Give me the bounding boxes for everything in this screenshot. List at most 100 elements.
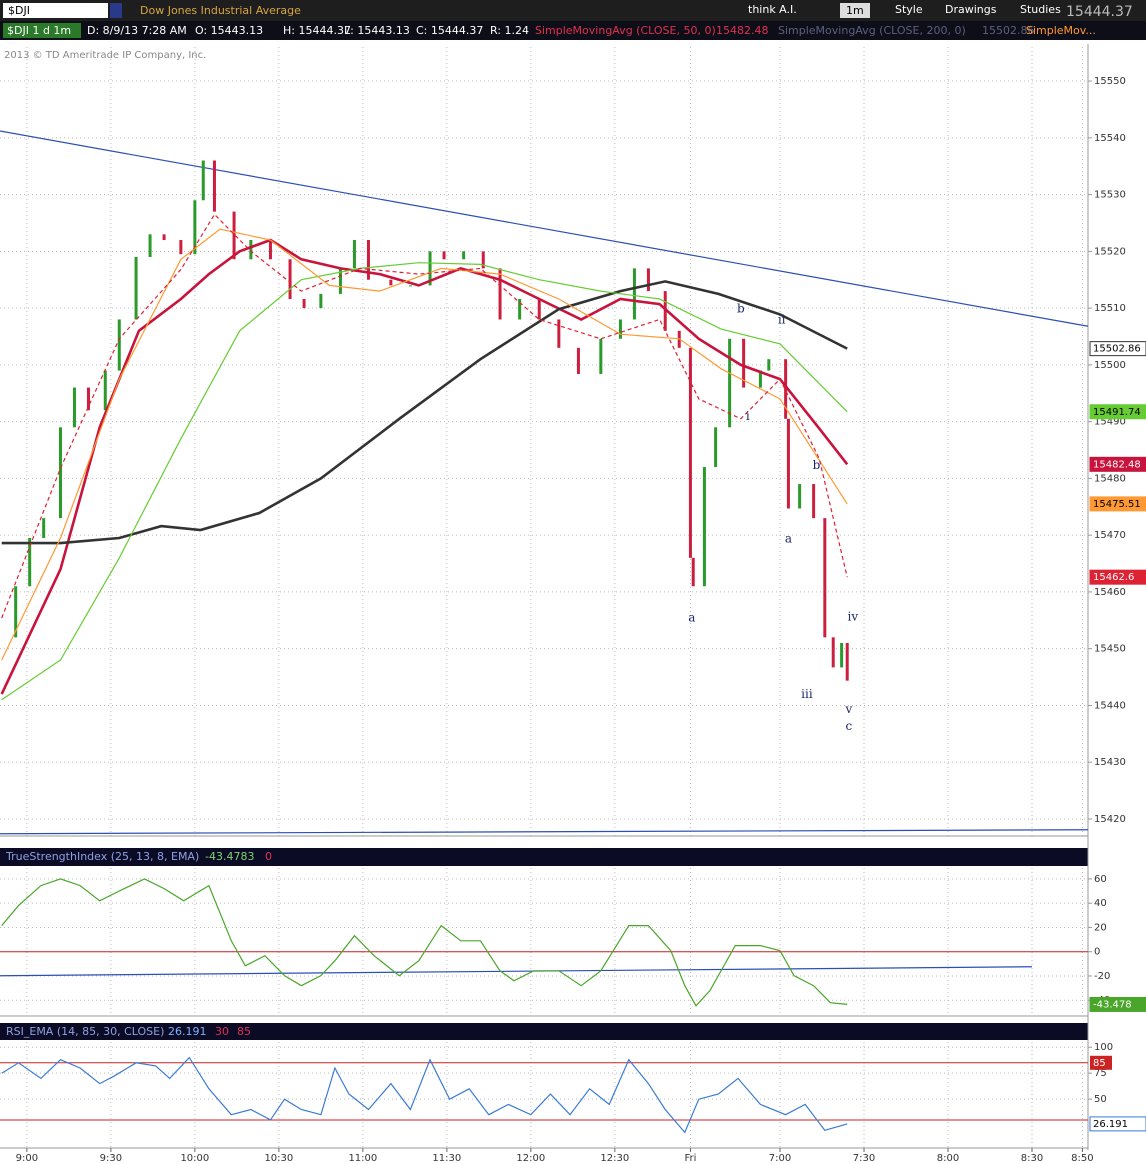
x-tick-label: 11:00 [348, 1153, 377, 1164]
x-tick-label: 7:30 [853, 1153, 875, 1164]
y-tick-label: 15540 [1094, 133, 1126, 144]
x-tick-label: 10:00 [180, 1153, 209, 1164]
symbol[interactable]: $DJI [8, 4, 30, 17]
price-bar [742, 338, 746, 388]
study-value: 15502.86 [982, 24, 1035, 37]
period[interactable]: 1m [846, 4, 864, 17]
info-low: L: 15443.13 [344, 24, 410, 37]
x-tick-label: 12:30 [600, 1153, 629, 1164]
price-bar [408, 285, 412, 287]
trend-line [0, 130, 1089, 327]
price-bar [14, 586, 18, 638]
series-line [0, 238, 849, 695]
study-value: 15482.48 [716, 24, 769, 37]
price-bar [462, 251, 466, 260]
value-tag [1089, 496, 1146, 512]
y-tick-label: 15550 [1094, 76, 1126, 87]
price-bar [632, 268, 636, 320]
price-bar [599, 338, 603, 374]
price-bar [784, 359, 788, 419]
value-tag-label: 15482.48 [1093, 459, 1141, 470]
y-tick-label: 40 [1094, 898, 1107, 909]
price-bar [249, 239, 253, 260]
x-tick-label: 8:50 [1071, 1153, 1093, 1164]
price-bar [840, 643, 844, 668]
study-name: SimpleMovingAvg (CLOSE, 50, 0) [535, 24, 716, 37]
price-bar [688, 347, 692, 558]
x-tick-label: 12:00 [516, 1153, 545, 1164]
price-bar [288, 259, 292, 300]
y-tick-label: 20 [1094, 922, 1107, 933]
y-tick-label: 0 [1094, 947, 1100, 958]
price-bar [338, 268, 342, 294]
symbol-period: $DJI 1 d 1m [7, 24, 71, 37]
info-date: D: 8/9/13 7:28 AM [87, 24, 187, 37]
symbol-box[interactable] [3, 3, 108, 18]
symbol-description: Dow Jones Industrial Average [140, 4, 301, 17]
series-line [1, 213, 848, 619]
period-box[interactable] [840, 3, 870, 18]
info-high: H: 15444.37 [283, 24, 351, 37]
price-bar [767, 359, 771, 371]
y-tick-label: 15430 [1094, 757, 1126, 768]
price-bar [428, 251, 432, 286]
symbol-dropdown[interactable] [110, 3, 122, 18]
think-ai[interactable]: think A.I. [748, 3, 797, 16]
y-tick-label: 15450 [1094, 644, 1126, 655]
price-bar [86, 387, 90, 411]
x-tick-label: 9:30 [100, 1153, 122, 1164]
y-tick-label: 15490 [1094, 417, 1126, 428]
y-tick-label: 100 [1094, 1042, 1113, 1053]
price-bar [134, 257, 138, 320]
drawings-button[interactable]: Drawings [945, 3, 997, 16]
value-tag [1089, 404, 1146, 420]
y-tick-label: -20 [1094, 971, 1110, 982]
x-tick-label: 8:00 [937, 1153, 959, 1164]
wave-label: iv [848, 609, 859, 623]
value-tag-label: 15502.86 [1093, 344, 1141, 355]
trend-line [0, 966, 1033, 977]
price-bar [823, 518, 827, 638]
wave-label: v [845, 702, 853, 716]
price-bar [201, 160, 205, 201]
series-line [1, 228, 848, 661]
wave-label: c [846, 719, 853, 733]
info-range: R: 1.24 [490, 24, 529, 37]
wave-label: b [737, 302, 745, 316]
info-open: O: 15443.13 [195, 24, 263, 37]
price-bar [366, 239, 370, 280]
price-bar [831, 637, 835, 668]
value-tag [1089, 1116, 1146, 1132]
price-bar [302, 299, 306, 309]
symbol-period-box [3, 23, 81, 38]
study-level: 30 [215, 1025, 229, 1038]
y-tick-label: 15480 [1094, 473, 1126, 484]
price-bar [58, 427, 62, 519]
y-tick-label: 50 [1094, 1094, 1107, 1105]
value-tag [1089, 569, 1146, 585]
series-line [1, 262, 848, 701]
study-header [0, 848, 1088, 866]
price-bar [481, 251, 485, 269]
series-line [1, 878, 848, 1007]
level-tag [1090, 1055, 1112, 1070]
y-tick-label: 60 [1094, 874, 1107, 885]
y-tick-label: 15460 [1094, 587, 1126, 598]
last-price: 15444.37 [1066, 4, 1133, 20]
price-bar [618, 319, 622, 339]
value-tag-label: 15491.74 [1093, 407, 1141, 418]
wave-label: ii [778, 313, 786, 327]
value-tag [1089, 341, 1146, 357]
price-bar [42, 518, 46, 538]
info-bar [0, 21, 1146, 40]
y-tick-label: 15530 [1094, 190, 1126, 201]
studies-button[interactable]: Studies [1020, 3, 1061, 16]
trend-line [0, 829, 1089, 835]
x-tick-label: Fri [684, 1153, 696, 1164]
wave-label: a [688, 611, 695, 625]
value-tag-label: 26.191 [1093, 1119, 1128, 1130]
x-tick-label: 7:00 [769, 1153, 791, 1164]
style-button[interactable]: Style [895, 3, 923, 16]
y-tick-label: 15440 [1094, 700, 1126, 711]
